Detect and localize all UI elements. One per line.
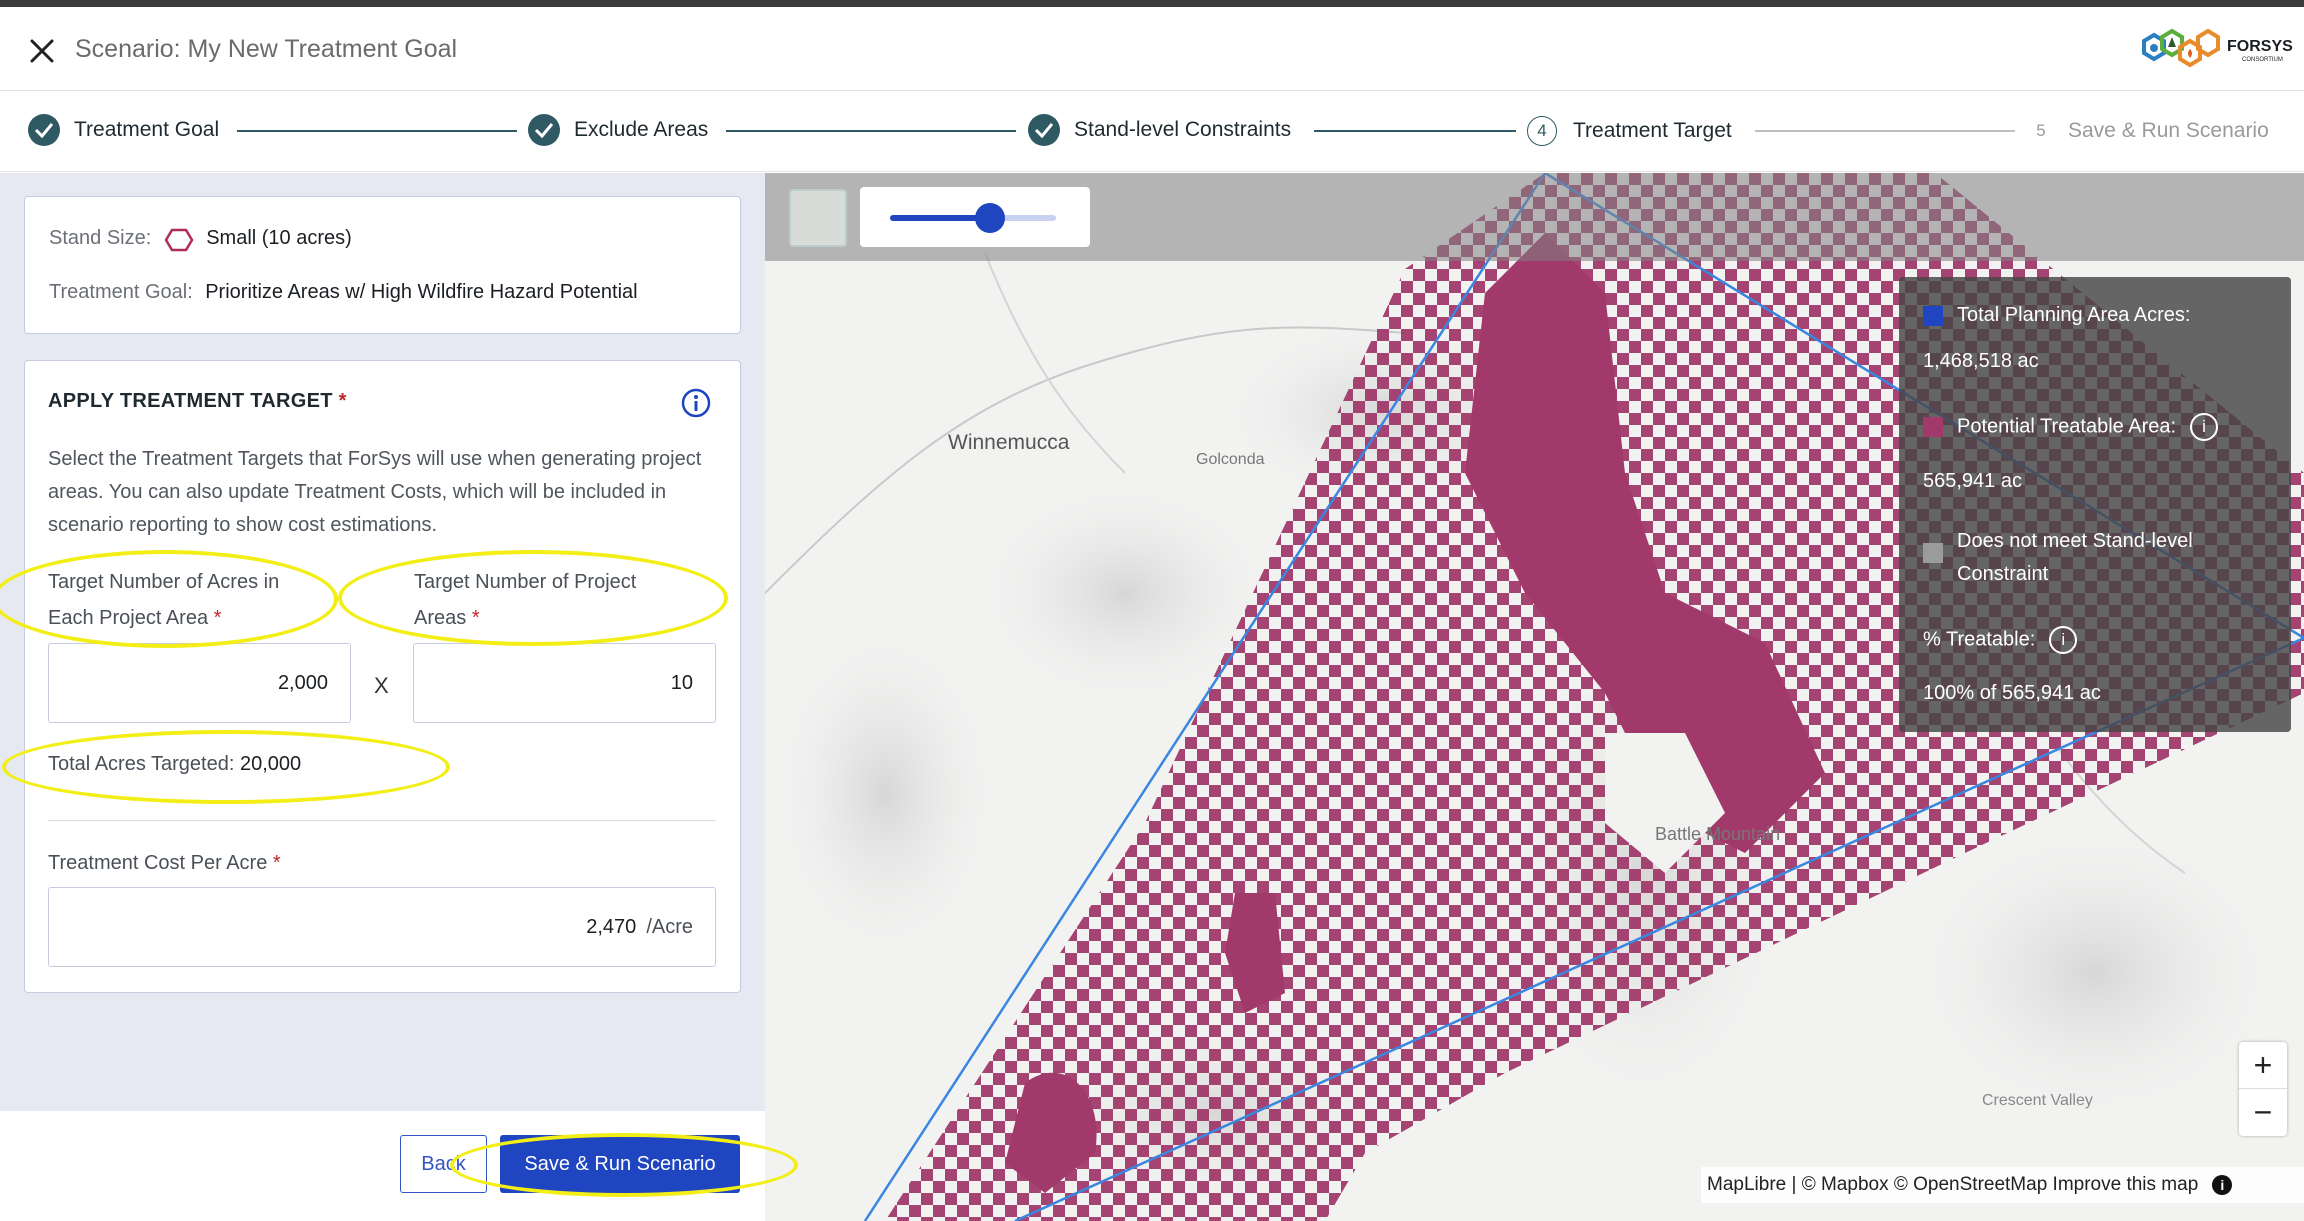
divider — [48, 820, 716, 821]
legend-total-row: Total Planning Area Acres: — [1923, 304, 2190, 327]
logo-subtext: CONSORTIUM — [2242, 57, 2283, 63]
info-icon[interactable] — [680, 387, 712, 419]
check-icon — [28, 114, 60, 146]
legend-treatable-value: 565,941 ac — [1923, 470, 2022, 492]
step-number: 4 — [1527, 116, 1557, 146]
zoom-in-button[interactable]: + — [2239, 1042, 2287, 1089]
attribution-info-icon[interactable]: i — [2212, 1175, 2233, 1195]
legend-pct-row: % Treatable: i — [1923, 626, 2078, 654]
step-connector — [1755, 130, 2015, 132]
map-legend: Total Planning Area Acres: 1,468,518 ac … — [1899, 277, 2291, 732]
zoom-control: + − — [2239, 1042, 2287, 1136]
legend-treatable-row: Potential Treatable Area: i — [1923, 413, 2219, 441]
window-top-border — [0, 0, 2304, 7]
multiply-sign: X — [374, 673, 389, 698]
hexagon-icon — [164, 228, 194, 252]
zoom-out-button[interactable]: − — [2253, 1094, 2273, 1130]
highlight-total-acres — [2, 730, 450, 804]
step-number: 5 — [2036, 121, 2046, 140]
highlight-save-button — [450, 1133, 798, 1197]
legend-pct-value: 100% of 565,941 ac — [1923, 682, 2101, 704]
section-title: APPLY TREATMENT TARGET * — [48, 390, 347, 412]
stepper — [0, 92, 2304, 172]
header: Scenario: My New Treatment Goal FORSYS C… — [0, 7, 2304, 91]
forsys-logo: FORSYS CONSORTIUM — [2130, 23, 2300, 79]
cost-per-acre-label: Treatment Cost Per Acre * — [48, 852, 281, 874]
step-connector — [237, 130, 517, 132]
step-connector — [1314, 130, 1516, 132]
section-description: Select the Treatment Targets that ForSys… — [48, 448, 702, 536]
check-icon — [1028, 114, 1060, 146]
slider-thumb[interactable] — [975, 203, 1005, 233]
close-icon[interactable] — [26, 35, 58, 67]
step-label: Exclude Areas — [574, 118, 709, 141]
forsys-logo-icon — [2142, 28, 2220, 68]
treatment-goal-value: Prioritize Areas w/ High Wildfire Hazard… — [205, 281, 638, 303]
logo-text: FORSYS — [2227, 38, 2293, 55]
cost-per-acre-unit: /Acre — [646, 915, 693, 938]
info-icon[interactable]: i — [2049, 626, 2078, 654]
step-label: Treatment Target — [1573, 119, 1732, 142]
stand-size-label: Stand Size: — [49, 227, 152, 250]
step-treatment-target[interactable]: 4 Treatment Target — [1527, 114, 1732, 148]
page-title: Scenario: My New Treatment Goal — [75, 35, 458, 63]
constraint-swatch — [1923, 543, 1943, 563]
scenario-summary-card: Stand Size: Small (10 acres) Treatment G… — [24, 196, 741, 334]
step-label: Save & Run Scenario — [2068, 119, 2269, 142]
highlight-acres-label — [0, 550, 338, 648]
treatable-swatch — [1923, 417, 1943, 437]
legend-total-value: 1,468,518 ac — [1923, 350, 2039, 372]
place-label-winnemucca: Winnemucca — [948, 431, 1070, 454]
cost-per-acre-value: 2,470 — [586, 915, 637, 938]
step-treatment-goal[interactable]: Treatment Goal — [28, 113, 219, 147]
treatment-goal-label: Treatment Goal: — [49, 281, 193, 303]
place-label-crescent-valley: Crescent Valley — [1982, 1092, 2093, 1109]
planning-area-swatch — [1923, 305, 1943, 326]
step-connector — [726, 130, 1016, 132]
info-icon[interactable]: i — [2190, 413, 2219, 441]
place-label-golconda: Golconda — [1196, 451, 1265, 468]
slider-fill — [890, 215, 990, 221]
opacity-slider[interactable] — [860, 187, 1090, 247]
highlight-projects-label — [338, 550, 728, 646]
map-attribution[interactable]: MapLibre | © Mapbox © OpenStreetMap Impr… — [1701, 1167, 2304, 1203]
stand-size-value: Small (10 acres) — [206, 227, 352, 250]
acres-per-project-input[interactable]: 2,000 — [48, 643, 351, 723]
legend-constraint-row: Does not meet Stand-level Constraint — [1923, 525, 2193, 591]
step-label: Treatment Goal — [74, 118, 220, 141]
step-exclude-areas[interactable]: Exclude Areas — [528, 113, 708, 147]
basemap-toggle[interactable] — [789, 189, 847, 247]
project-count-input[interactable]: 10 — [413, 643, 716, 723]
place-label-battle-mountain: Battle Mountain — [1655, 824, 1781, 844]
step-label: Stand-level Constraints — [1074, 118, 1292, 141]
step-stand-level-constraints[interactable]: Stand-level Constraints — [1028, 113, 1291, 147]
check-icon — [528, 114, 560, 146]
step-save-run[interactable]: 5 Save & Run Scenario — [2026, 114, 2269, 148]
cost-per-acre-input[interactable]: 2,470 /Acre — [48, 887, 716, 967]
